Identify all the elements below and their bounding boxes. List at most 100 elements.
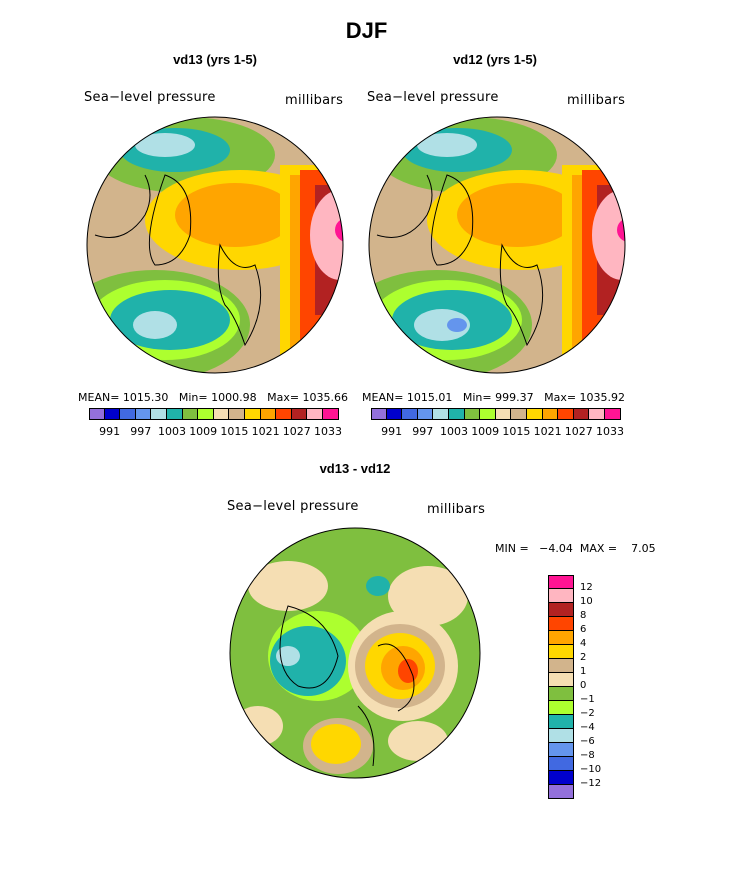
- colorbar-swatch: [542, 408, 559, 420]
- diff-colorbar-swatch: [548, 771, 574, 785]
- diff-colorbar-tick-label: 1: [580, 666, 587, 677]
- colorbar-swatch: [322, 408, 339, 420]
- diff-panel-title: vd13 - vd12: [319, 461, 391, 476]
- colorbar-vd12: [371, 408, 621, 420]
- colorbar-labels: 991 997 1003 1009 1015 1021 1027 1033: [371, 425, 624, 439]
- colorbar-tick-label: 1033: [314, 425, 342, 438]
- diff-colorbar-swatch: [548, 687, 574, 701]
- colorbar-tick-label: 1021: [251, 425, 280, 438]
- colorbar-tick-label: 997: [412, 425, 434, 438]
- colorbar-swatch: [573, 408, 590, 420]
- colorbar-swatch: [495, 408, 512, 420]
- figure-title: DJF: [345, 18, 388, 43]
- colorbar-swatch: [511, 408, 527, 420]
- diff-colorbar-tick-label: 8: [580, 610, 587, 621]
- colorbar-tick-label: 1009: [189, 425, 218, 438]
- colorbar-swatch: [480, 408, 496, 420]
- panel-stats: MEAN= 1015.01 Min= 999.37 Max= 1035.92: [362, 391, 626, 404]
- diff-colorbar-tick-label: −12: [580, 778, 602, 789]
- diff-colorbar-swatch: [548, 645, 574, 659]
- colorbar-swatch: [151, 408, 167, 420]
- colorbar-swatch: [244, 408, 261, 420]
- diff-colorbar-tick-label: −2: [580, 708, 595, 719]
- diff-colorbar-tick-label: 0: [580, 680, 587, 691]
- panel-stats: MEAN= 1015.30 Min= 1000.98 Max= 1035.66: [78, 391, 349, 404]
- colorbar-swatch: [604, 408, 621, 420]
- diff-colorbar-labels: 12 10 8 6 4 2 1 0 −1 −2 −4 −6 −8 −10 −12: [580, 575, 640, 805]
- colorbar-tick-label: 1003: [440, 425, 468, 438]
- diff-colorbar-tick-label: −1: [580, 694, 595, 705]
- colorbar-swatch: [166, 408, 183, 420]
- diff-colorbar-swatch: [548, 715, 574, 729]
- diff-colorbar-swatch: [548, 729, 574, 743]
- colorbar-tick-label: 997: [130, 425, 152, 438]
- colorbar-swatch: [213, 408, 230, 420]
- colorbar-swatch: [433, 408, 449, 420]
- colorbar-swatch: [417, 408, 434, 420]
- panel-title-vd13: vd13 (yrs 1-5): [173, 52, 257, 67]
- colorbar-swatch: [448, 408, 465, 420]
- diff-colorbar-tick-label: 6: [580, 624, 587, 635]
- colorbar-swatch: [589, 408, 605, 420]
- colorbar-swatch: [89, 408, 105, 420]
- diff-colorbar-swatch: [548, 575, 574, 589]
- diff-colorbar-swatch: [548, 673, 574, 687]
- diff-colorbar-tick-label: 12: [580, 582, 593, 593]
- map-vd13: [86, 116, 344, 374]
- map-diff: [229, 527, 481, 779]
- diff-colorbar-tick-label: −6: [580, 736, 595, 747]
- diff-colorbar-tick-label: 4: [580, 638, 587, 649]
- colorbar-swatch: [371, 408, 387, 420]
- panel-field-label: Sea−level pressure: [84, 90, 216, 105]
- diff-colorbar-tick-label: −4: [580, 722, 595, 733]
- colorbar-swatch: [307, 408, 323, 420]
- panel-unit-label: millibars: [285, 93, 344, 108]
- diff-colorbar-tick-label: 2: [580, 652, 587, 663]
- colorbar-tick-label: 1021: [533, 425, 562, 438]
- map-vd12: [368, 116, 626, 374]
- colorbar-swatch: [182, 408, 199, 420]
- panel-field-label: Sea−level pressure: [367, 90, 499, 105]
- colorbar-tick-label: 1027: [282, 425, 311, 438]
- colorbar-swatch: [386, 408, 403, 420]
- diff-colorbar-swatch: [548, 743, 574, 757]
- diff-colorbar-swatch: [548, 603, 574, 617]
- colorbar-swatch: [198, 408, 214, 420]
- colorbar-swatch: [229, 408, 245, 420]
- diff-colorbar-tick-label: −10: [580, 764, 602, 775]
- colorbar-swatch: [120, 408, 136, 420]
- colorbar-swatch: [104, 408, 121, 420]
- colorbar-tick-label: 1015: [502, 425, 531, 438]
- colorbar-swatch: [464, 408, 481, 420]
- colorbar-swatch: [402, 408, 418, 420]
- colorbar-labels: 991 997 1003 1009 1015 1021 1027 1033: [89, 425, 342, 439]
- colorbar-swatch: [260, 408, 277, 420]
- diff-colorbar-swatch: [548, 701, 574, 715]
- diff-colorbar-swatch: [548, 757, 574, 771]
- diff-colorbar-swatch: [548, 617, 574, 631]
- colorbar-tick-label: 1027: [564, 425, 593, 438]
- colorbar-swatch: [135, 408, 152, 420]
- colorbar-tick-label: 1033: [596, 425, 624, 438]
- colorbar-tick-label: 991: [99, 425, 121, 438]
- diff-colorbar: [548, 575, 574, 799]
- colorbar-vd13: [89, 408, 339, 420]
- colorbar-tick-label: 1009: [471, 425, 500, 438]
- diff-colorbar-swatch: [548, 589, 574, 603]
- diff-colorbar-tick-label: −8: [580, 750, 595, 761]
- diff-colorbar-swatch: [548, 631, 574, 645]
- colorbar-swatch: [276, 408, 292, 420]
- colorbar-swatch: [291, 408, 308, 420]
- diff-unit-label: millibars: [427, 502, 486, 517]
- diff-stats: MIN = −4.04 MAX = 7.05: [495, 542, 656, 555]
- colorbar-swatch: [558, 408, 574, 420]
- colorbar-tick-label: 1015: [220, 425, 249, 438]
- panel-unit-label: millibars: [567, 93, 626, 108]
- colorbar-swatch: [526, 408, 543, 420]
- diff-colorbar-tick-label: 10: [580, 596, 593, 607]
- diff-colorbar-swatch: [548, 785, 574, 799]
- diff-field-label: Sea−level pressure: [227, 499, 359, 514]
- diff-colorbar-swatch: [548, 659, 574, 673]
- colorbar-tick-label: 991: [381, 425, 403, 438]
- colorbar-tick-label: 1003: [158, 425, 186, 438]
